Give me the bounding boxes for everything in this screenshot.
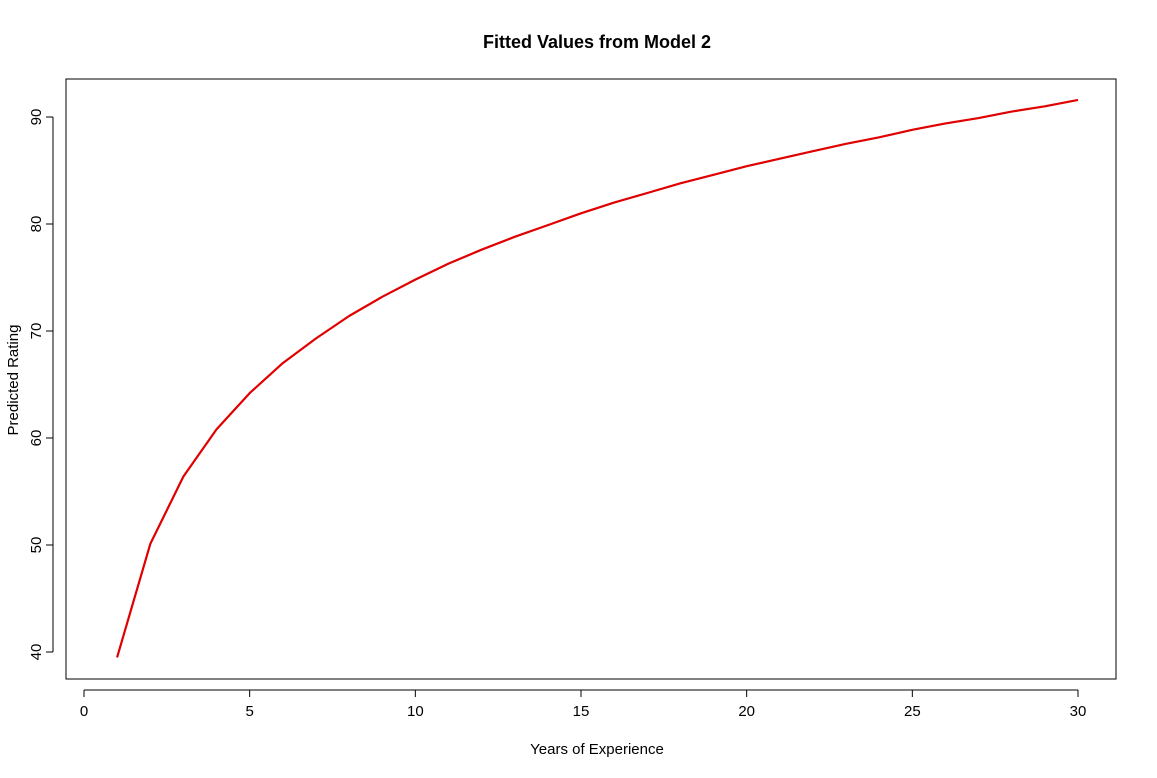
x-axis: 0 5 10 15 20 25 30 (80, 689, 1087, 720)
y-axis: 40 50 60 70 80 90 (28, 109, 54, 661)
y-tick-label: 50 (28, 537, 45, 554)
y-axis-label: Predicted Rating (5, 325, 22, 436)
y-tick-label: 90 (28, 109, 45, 126)
x-tick-label: 20 (738, 703, 755, 720)
chart-title: Fitted Values from Model 2 (483, 32, 711, 52)
x-tick-label: 15 (573, 703, 590, 720)
x-tick-label: 10 (407, 703, 424, 720)
y-tick-label: 60 (28, 430, 45, 447)
x-tick-label: 25 (904, 703, 921, 720)
x-tick-label: 30 (1070, 703, 1087, 720)
x-tick-label: 0 (80, 703, 88, 720)
series-line (116, 98, 1079, 658)
y-tick-label: 80 (28, 216, 45, 233)
x-tick-label: 5 (245, 703, 253, 720)
y-tick-label: 40 (28, 644, 45, 661)
plot-box (65, 78, 1117, 680)
series-layer (116, 98, 1079, 658)
x-axis-label: Years of Experience (530, 741, 664, 758)
y-tick-label: 70 (28, 323, 45, 340)
